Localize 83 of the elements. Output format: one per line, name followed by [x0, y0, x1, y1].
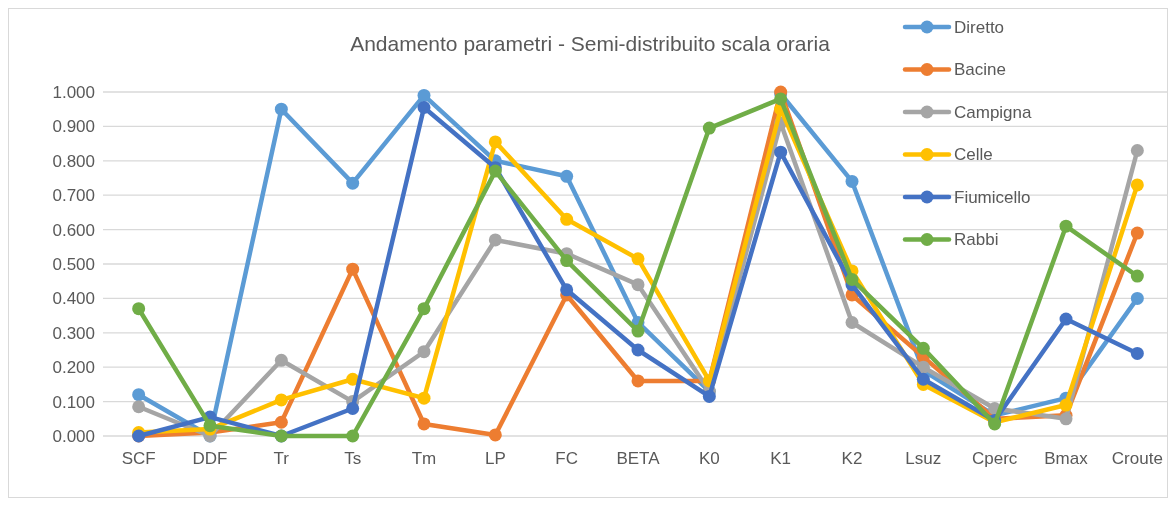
point	[1130, 178, 1144, 192]
point	[916, 360, 930, 374]
point	[560, 212, 574, 226]
point	[417, 88, 431, 102]
point	[417, 100, 431, 114]
point	[1130, 269, 1144, 283]
point	[774, 145, 788, 159]
point	[132, 302, 146, 316]
point	[417, 417, 431, 431]
y-tick-label: 0.500	[52, 254, 95, 274]
point	[417, 302, 431, 316]
legend-label: Celle	[954, 145, 993, 165]
point	[132, 400, 146, 414]
point	[1059, 398, 1073, 412]
x-tick-label: Croute	[1111, 449, 1163, 468]
x-tick-label: Cperc	[971, 449, 1018, 468]
y-tick-label: 0.700	[52, 186, 95, 206]
point	[417, 345, 431, 359]
y-tick-label: 0.200	[52, 358, 95, 378]
legend-label: Fiumicello	[954, 187, 1031, 207]
point	[916, 341, 930, 355]
point	[560, 283, 574, 297]
y-tick-label: 0.800	[52, 151, 95, 171]
x-tick-label: K0	[698, 449, 720, 468]
point	[774, 92, 788, 106]
point	[1130, 143, 1144, 157]
point	[346, 262, 360, 276]
point	[488, 135, 502, 149]
point	[1059, 312, 1073, 326]
x-tick-label: Ts	[344, 449, 362, 468]
point	[346, 429, 360, 443]
point	[702, 121, 716, 135]
point	[845, 315, 859, 329]
y-tick-label: 0.100	[52, 392, 95, 412]
y-tick-label: 0.600	[52, 220, 95, 240]
point	[1130, 291, 1144, 305]
chart-title: Andamento parametri - Semi-distribuito scala oraria	[350, 32, 831, 55]
x-tick-label: K1	[770, 449, 792, 468]
point	[560, 254, 574, 268]
x-tick-label: Bmax	[1044, 449, 1089, 468]
point	[1130, 346, 1144, 360]
legend-label: Campigna	[954, 102, 1033, 122]
point	[1059, 219, 1073, 233]
point	[488, 428, 502, 442]
y-tick-label: 0.400	[52, 289, 95, 309]
legend-label: Bacine	[954, 60, 1006, 80]
point	[346, 176, 360, 190]
point	[274, 353, 288, 367]
point	[417, 391, 431, 405]
point	[132, 388, 146, 402]
point	[274, 415, 288, 429]
point	[346, 401, 360, 415]
x-tick-label: FC	[555, 449, 578, 468]
x-tick-label: SCF	[121, 449, 156, 468]
legend-label: Rabbi	[954, 230, 999, 250]
point	[916, 372, 930, 386]
point	[631, 252, 645, 266]
point	[346, 372, 360, 386]
point	[631, 324, 645, 338]
point	[560, 169, 574, 183]
point	[702, 389, 716, 403]
y-tick-label: 0.000	[52, 426, 95, 446]
x-tick-label: BETA	[616, 449, 661, 468]
point	[274, 102, 288, 116]
x-tick-label: K2	[841, 449, 863, 468]
legend-label: Diretto	[954, 17, 1005, 37]
x-tick-label: Tr	[273, 449, 290, 468]
point	[845, 272, 859, 286]
x-tick-label: LP	[484, 449, 506, 468]
point	[1059, 412, 1073, 426]
point	[845, 174, 859, 188]
point	[1130, 226, 1144, 240]
x-tick-label: DDF	[192, 449, 228, 468]
x-tick-label: Tm	[411, 449, 437, 468]
point	[488, 233, 502, 247]
point	[631, 374, 645, 388]
x-tick-label: Lsuz	[905, 449, 942, 468]
y-tick-label: 0.900	[52, 117, 95, 137]
y-tick-label: 1.000	[52, 82, 95, 102]
point	[274, 393, 288, 407]
y-tick-label: 0.300	[52, 323, 95, 343]
point	[631, 343, 645, 357]
point	[631, 278, 645, 292]
